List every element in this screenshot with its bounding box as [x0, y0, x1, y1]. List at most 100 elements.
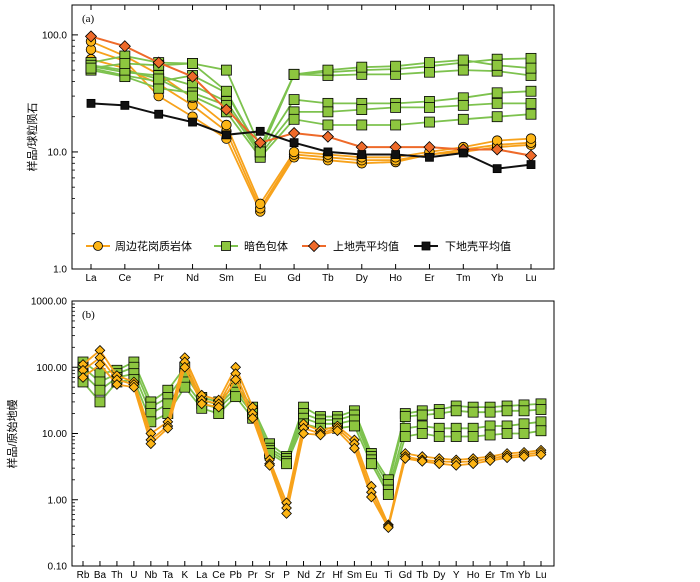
data-point — [525, 62, 537, 74]
x-tick-label-nd: Nd — [297, 570, 310, 581]
panel-a: (a) 样品/球粒陨石 1.0 10.0 100.0 La Ce Pr Nd Sm Eu Gd Tb… — [25, 4, 555, 284]
x-tick-label-p: P — [283, 570, 290, 581]
data-point — [484, 455, 496, 466]
data-point — [518, 418, 530, 430]
data-point — [120, 100, 130, 110]
data-point — [423, 141, 436, 154]
x-tick-label-pr: Pr — [248, 570, 259, 581]
data-point — [365, 458, 377, 470]
data-point — [491, 87, 503, 99]
data-point — [77, 372, 89, 383]
data-point — [153, 73, 165, 85]
panel-a-legend: 周边花岗质岩体 暗色包体 上地壳平均值 下地壳平均值 — [86, 239, 511, 253]
data-point — [501, 452, 513, 464]
series-line — [82, 356, 542, 529]
data-point — [349, 442, 360, 454]
data-point — [255, 126, 265, 136]
data-point — [289, 138, 299, 148]
data-point — [220, 64, 232, 76]
data-point — [525, 108, 537, 120]
panel-a-label: (a) — [82, 13, 95, 25]
data-point — [450, 460, 462, 471]
series-line — [82, 366, 542, 487]
x-tick-label-ce: Ce — [118, 273, 131, 284]
x-tick-label-la: La — [196, 570, 208, 581]
data-point — [86, 98, 96, 108]
data-point — [399, 431, 411, 442]
data-point — [281, 458, 292, 470]
data-point — [425, 152, 434, 162]
data-point — [524, 149, 538, 162]
x-tick-label-ta: Ta — [163, 570, 174, 581]
series-line — [90, 40, 532, 206]
data-point — [458, 148, 468, 158]
data-point — [94, 384, 106, 396]
x-tick-label-lu: Lu — [525, 273, 536, 284]
data-point — [356, 104, 368, 115]
data-point — [391, 150, 401, 159]
series-line — [90, 64, 532, 159]
panel-a-axes: 1.0 10.0 100.0 La Ce Pr Nd Sm Eu Gd Tb Dy Ho Er Tm Yb Lu — [42, 5, 537, 284]
data-point — [535, 449, 547, 460]
x-tick-label-er: Er — [485, 570, 496, 581]
data-point — [526, 160, 536, 169]
data-point — [188, 117, 197, 127]
data-point — [501, 405, 513, 417]
data-point — [154, 109, 164, 119]
series-group — [85, 50, 537, 163]
legend-lower-crust: 下地壳平均值 — [414, 239, 511, 253]
x-tick-label-ho: Ho — [467, 570, 480, 581]
y-tick-label: 1000.00 — [31, 297, 68, 308]
data-point — [366, 491, 377, 503]
data-point — [196, 398, 208, 410]
y-tick-label: 10.00 — [42, 429, 67, 440]
data-point — [153, 82, 165, 94]
data-point — [332, 425, 343, 437]
x-tick-label-th: Th — [111, 570, 123, 581]
data-point — [254, 136, 267, 149]
x-tick-label-pb: Pb — [230, 570, 243, 581]
panel-b-series — [77, 344, 547, 533]
data-point — [424, 116, 435, 128]
series-line — [90, 69, 531, 157]
legend-granite-marker — [93, 241, 103, 251]
x-tick-label-gd: Gd — [287, 273, 300, 284]
x-tick-label-nd: Nd — [186, 273, 199, 284]
x-tick-label-eu: Eu — [254, 273, 266, 284]
data-point — [288, 94, 300, 105]
legend-lower-crust-marker — [421, 241, 431, 251]
x-tick-label-la: La — [85, 273, 97, 284]
data-point — [484, 429, 496, 441]
x-tick-label-dy: Dy — [433, 570, 445, 581]
legend-upper-crust-label: 上地壳平均值 — [333, 239, 399, 253]
data-point — [518, 451, 530, 462]
x-tick-label-pr: Pr — [154, 273, 165, 284]
legend-enclave-label: 暗色包体 — [244, 239, 288, 253]
data-point — [491, 111, 503, 123]
data-point — [491, 143, 504, 156]
data-point — [424, 57, 435, 68]
data-point — [416, 409, 428, 421]
x-tick-label-ho: Ho — [389, 273, 402, 284]
data-point — [390, 60, 402, 72]
data-point — [187, 58, 198, 69]
data-point — [501, 428, 513, 439]
data-point — [288, 68, 300, 80]
data-point — [491, 97, 503, 109]
x-tick-label-nb: Nb — [144, 570, 157, 581]
x-tick-label-dy: Dy — [356, 273, 368, 284]
data-point — [145, 438, 157, 450]
data-point — [467, 406, 479, 418]
x-tick-label-u: U — [130, 570, 137, 581]
panel-b-label: (b) — [82, 309, 95, 321]
x-tick-label-ce: Ce — [212, 570, 225, 581]
data-point — [288, 146, 300, 158]
x-tick-label-hf: Hf — [332, 570, 342, 581]
x-tick-label-zr: Zr — [316, 570, 326, 581]
series-group — [77, 344, 547, 533]
panel-b: (b) 样品/原始地幔 0.10 1.00 10.00 100.00 1000.00 Rb… — [5, 297, 555, 581]
data-point — [525, 97, 537, 109]
data-point — [230, 374, 242, 386]
data-point — [535, 416, 547, 428]
data-point — [433, 408, 445, 419]
